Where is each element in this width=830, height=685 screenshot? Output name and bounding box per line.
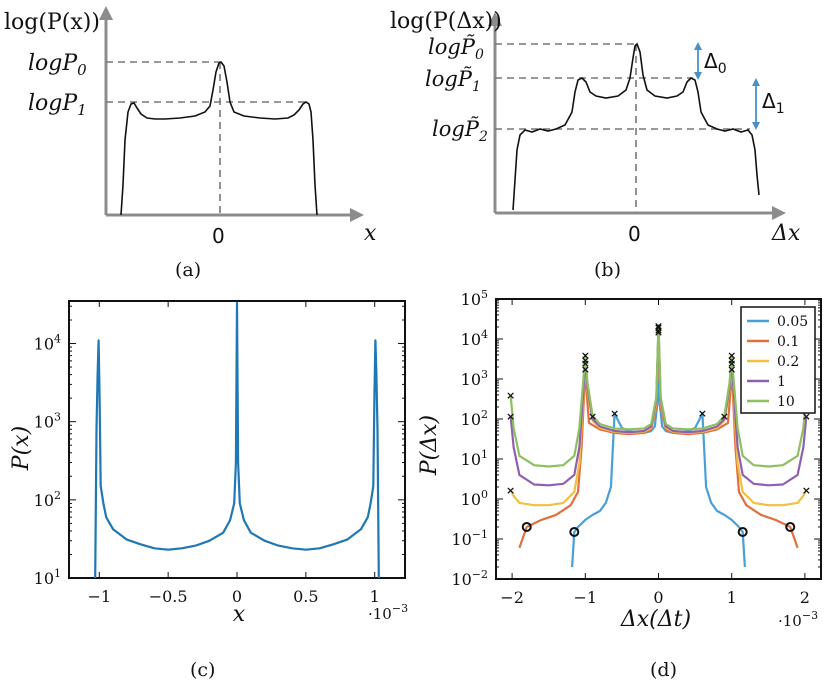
y-tick-label: 103	[34, 411, 61, 432]
circle-marker	[521, 521, 532, 532]
x-marker: ×	[698, 407, 707, 420]
b-delta0-arrowhead-up	[694, 42, 702, 50]
panel-b: log(P(Δx)) logP̃0 logP̃1 logP̃2 Δ0 Δ1 0 …	[390, 9, 801, 281]
b-xlabel: Δx	[771, 221, 801, 246]
y-tick-label: 101	[34, 567, 61, 588]
x-marker: ×	[506, 389, 515, 402]
x-tick-label: 0.5	[293, 587, 318, 606]
d-plot-area: ××××××××××××××××××××××	[506, 319, 811, 568]
x-marker: ×	[506, 484, 515, 497]
b-delta1-arrowhead-down	[752, 122, 760, 130]
b-delta0-label: Δ0	[704, 49, 727, 77]
x-marker: ×	[727, 357, 736, 370]
x-marker: ×	[581, 349, 590, 362]
legend-label-0.05: 0.05	[777, 314, 808, 330]
x-marker: ×	[727, 363, 736, 376]
x-tick-label: 0	[232, 587, 242, 606]
y-tick-label: 102	[461, 408, 488, 429]
b-y-arrowhead	[488, 12, 502, 26]
c-x-multiplier: ·10−3	[368, 602, 408, 623]
x-tick-label: 1	[727, 588, 737, 607]
x-tick-label: −2	[500, 588, 524, 607]
legend-label-0.1: 0.1	[777, 334, 799, 350]
a-x-arrowhead	[350, 208, 364, 222]
y-tick-label: 102	[34, 489, 61, 510]
b-level2-label: logP̃2	[432, 117, 488, 145]
c-caption: (c)	[190, 659, 215, 681]
circle-marker	[569, 526, 580, 537]
x-marker: ×	[506, 410, 515, 423]
series-line-0	[94, 301, 380, 579]
c-plot-area	[94, 301, 380, 579]
x-marker: ×	[654, 324, 663, 337]
x-marker: ×	[581, 357, 590, 370]
legend-label-0.2: 0.2	[777, 354, 799, 370]
b-x-arrowhead	[772, 206, 786, 220]
x-marker: ×	[581, 363, 590, 376]
x-marker: ×	[802, 484, 811, 497]
a-level0-label: logP0	[28, 51, 87, 79]
x-marker: ×	[720, 410, 729, 423]
b-level0-label: logP̃0	[428, 35, 484, 63]
legend-label-10: 10	[777, 394, 795, 410]
x-marker: ×	[581, 354, 590, 367]
y-tick-label: 100	[461, 488, 488, 509]
x-marker: ×	[802, 410, 811, 423]
circle-marker	[737, 526, 748, 537]
x-tick-label: 1	[370, 587, 380, 606]
circle-marker	[785, 521, 796, 532]
y-tick-label: 105	[461, 288, 488, 309]
x-tick-label: 2	[800, 588, 810, 607]
y-tick-label: 104	[34, 333, 61, 354]
a-caption: (a)	[175, 259, 201, 281]
b-caption: (b)	[594, 259, 621, 281]
c-ticks: −1 −0.5 0 0.5 1 101 102 103 104	[34, 301, 405, 606]
panel-a: log(P(x)) logP0 logP1 0 x (a)	[4, 6, 377, 281]
y-tick-label: 103	[461, 368, 488, 389]
a-y-arrowhead	[99, 6, 113, 20]
x-tick-label: −0.5	[149, 587, 188, 606]
a-level1-label: logP1	[28, 91, 87, 119]
x-marker: ×	[654, 319, 663, 332]
x-marker: ×	[727, 354, 736, 367]
x-tick-label: 0	[653, 588, 663, 607]
y-tick-label: 101	[461, 448, 488, 469]
y-tick-label: 104	[461, 328, 488, 349]
b-delta1-label: Δ1	[762, 89, 785, 117]
c-ylabel: P(x)	[9, 426, 34, 471]
d-ylabel: P(Δx)	[417, 415, 442, 476]
legend-label-1: 1	[777, 374, 786, 390]
x-marker: ×	[654, 326, 663, 339]
d-caption: (d)	[650, 659, 677, 681]
series-line-10	[509, 324, 808, 468]
b-delta1-arrowhead-up	[752, 78, 760, 86]
a-ylabel: log(P(x))	[4, 10, 100, 35]
c-xlabel: x	[233, 602, 246, 627]
x-marker: ×	[654, 321, 663, 334]
b-curve	[512, 42, 760, 211]
b-delta0-arrowhead-down	[694, 72, 702, 80]
a-zero-label: 0	[212, 224, 225, 248]
y-tick-label: 10−1	[451, 528, 488, 549]
x-marker: ×	[727, 349, 736, 362]
a-xlabel: x	[364, 221, 377, 246]
panel-c: −1 −0.5 0 0.5 1 101 102 103 104 P(x) x ·10−3 (c)	[9, 300, 408, 681]
y-tick-label: 10−2	[451, 568, 488, 589]
x-tick-label: −1	[87, 587, 111, 606]
b-ylabel: log(P(Δx))	[390, 9, 502, 34]
x-tick-label: −1	[574, 588, 598, 607]
a-curve	[120, 60, 318, 216]
x-marker: ×	[588, 410, 597, 423]
d-xlabel: Δx(Δt)	[620, 607, 691, 632]
b-level1-label: logP̃1	[425, 67, 481, 95]
d-x-multiplier: ·10−3	[778, 609, 818, 630]
b-zero-label: 0	[628, 222, 641, 246]
d-legend: 0.05 0.1 0.2 1 10	[740, 306, 816, 414]
x-marker: ×	[610, 407, 619, 420]
